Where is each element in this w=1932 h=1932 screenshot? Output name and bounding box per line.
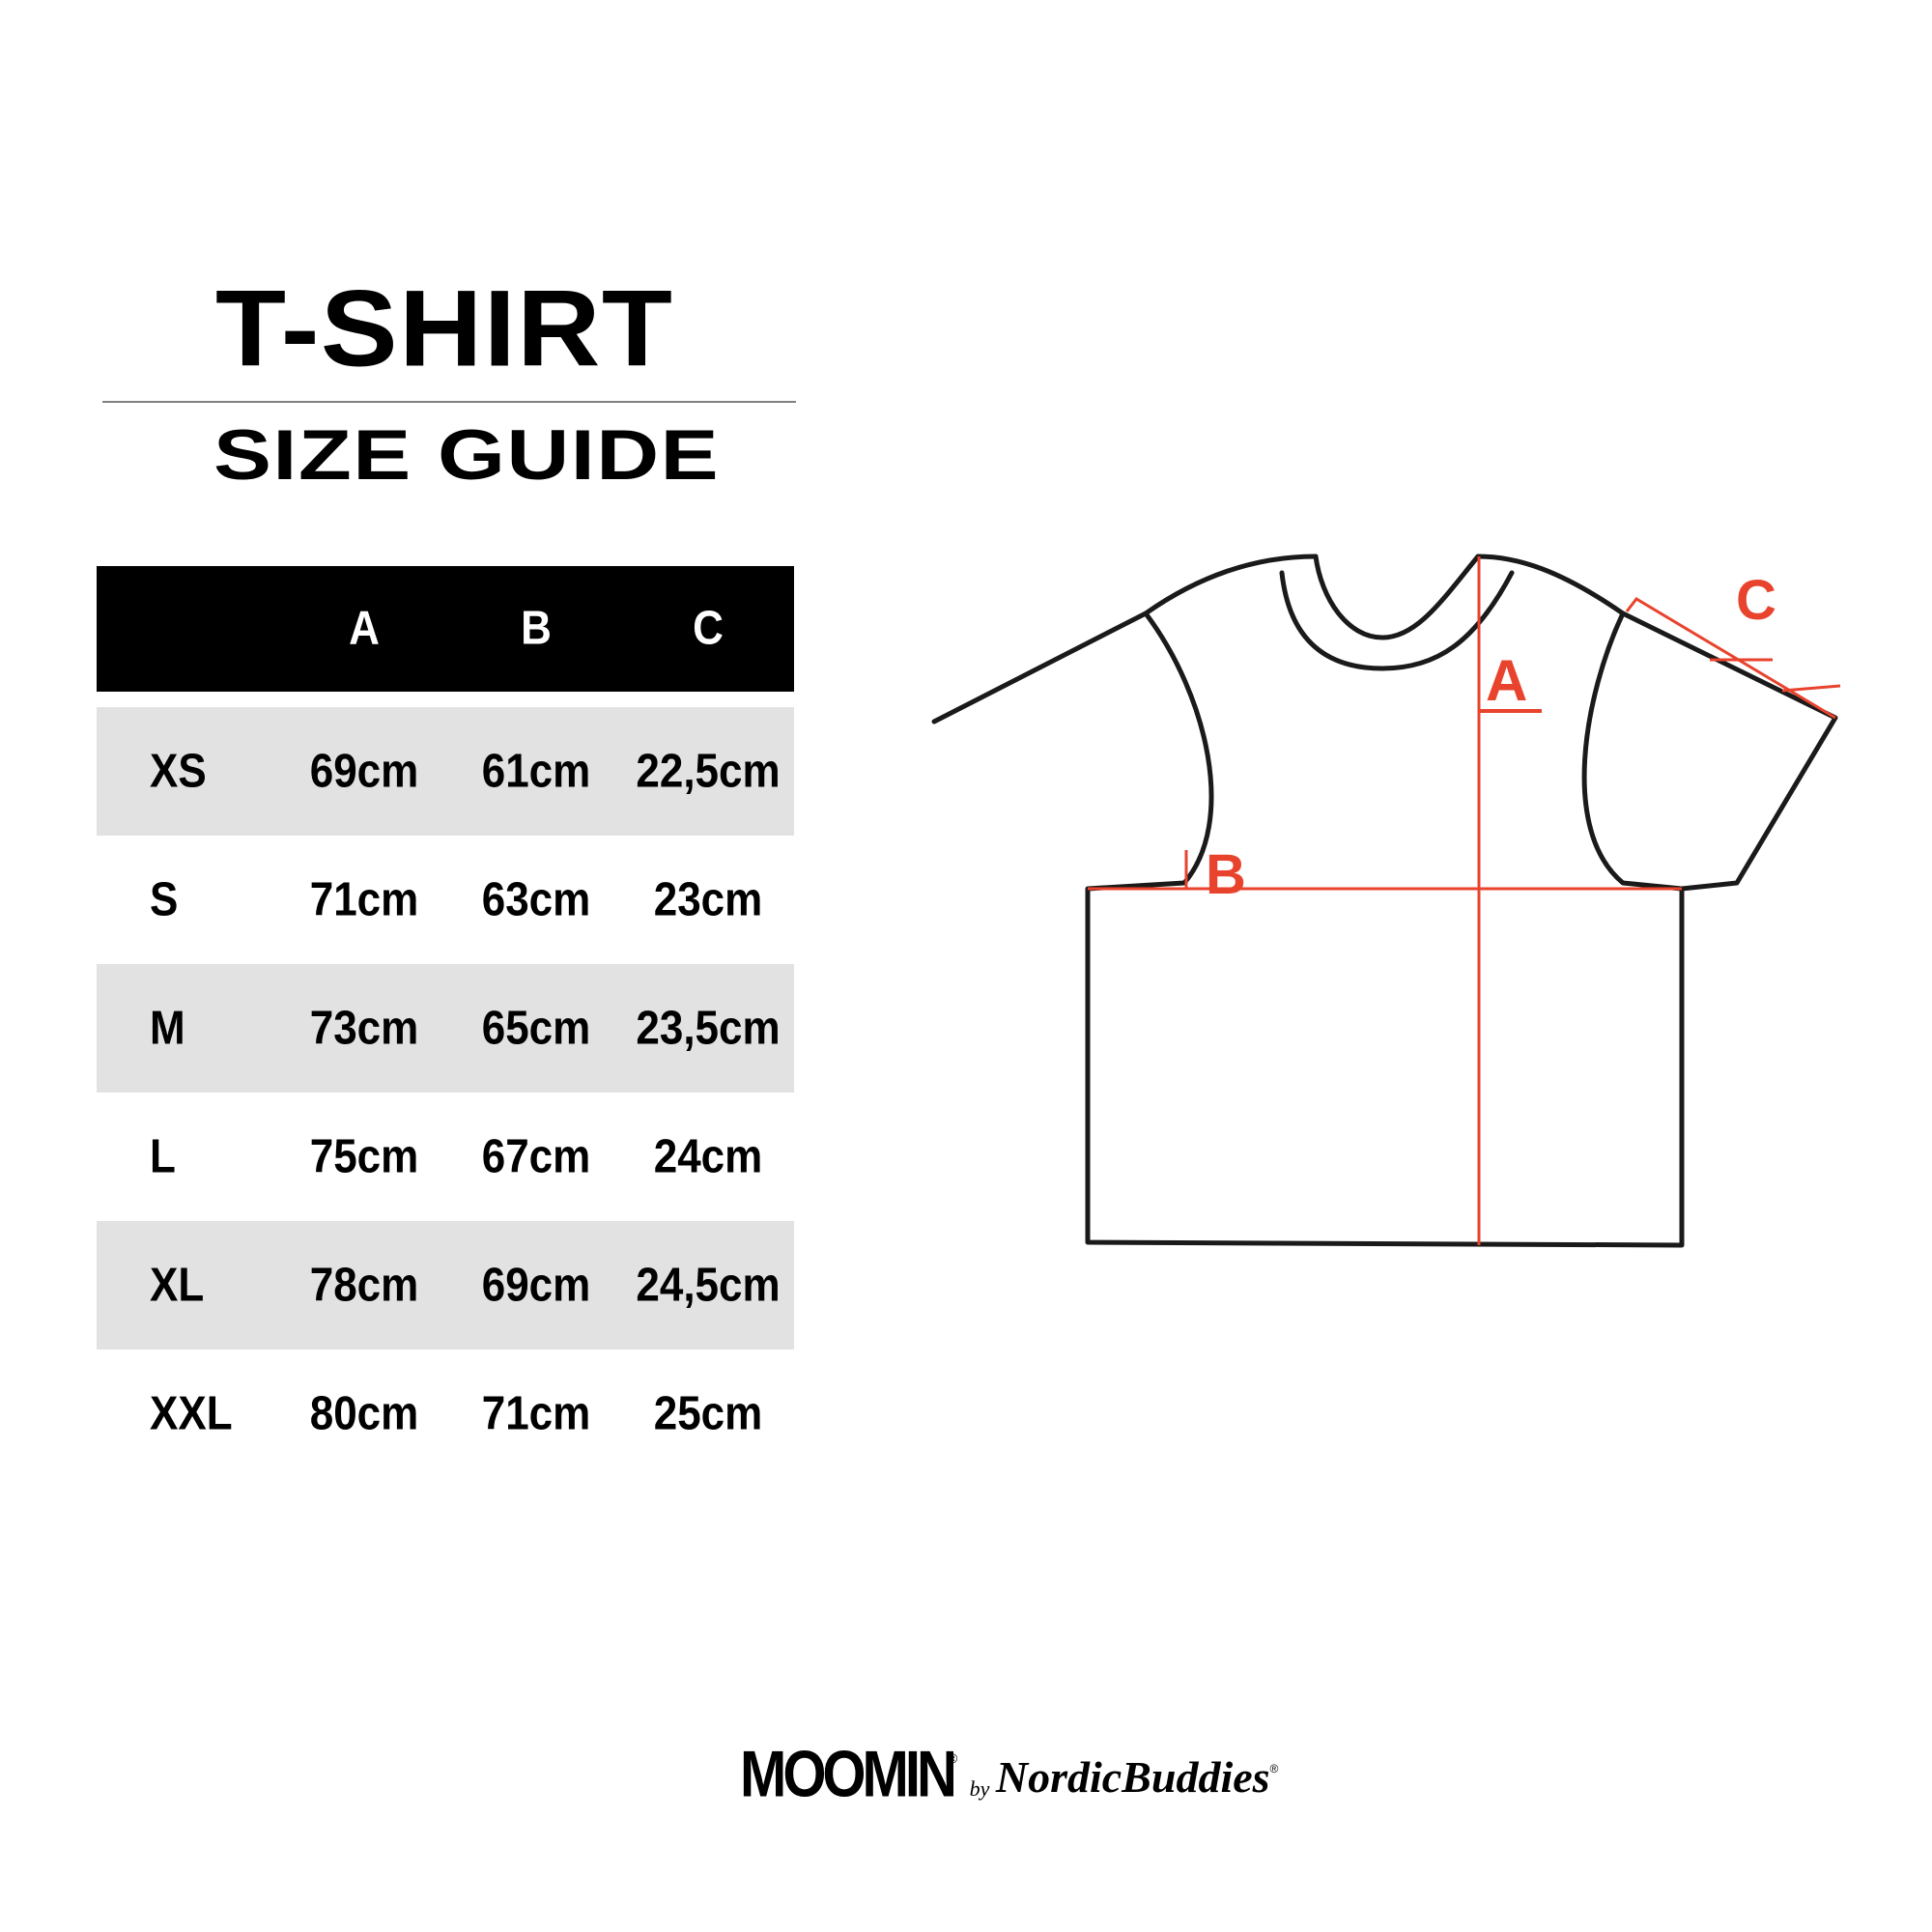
svg-text:A: A: [1486, 648, 1527, 713]
svg-text:C: C: [1736, 569, 1776, 632]
svg-text:B: B: [1206, 843, 1246, 906]
